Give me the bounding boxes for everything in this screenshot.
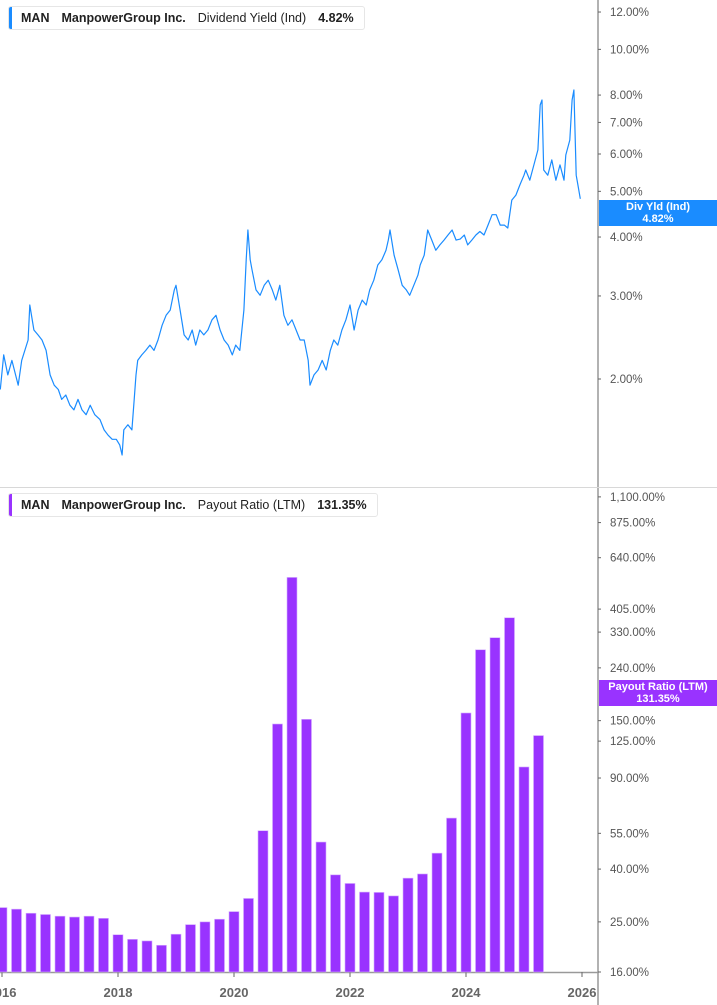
y-tick-label: 6.00% <box>610 149 643 161</box>
x-tick-label: 2024 <box>452 985 482 1000</box>
y-tick-label: 150.00% <box>610 716 655 728</box>
y-tick-label: 8.00% <box>610 90 643 102</box>
payout-ratio-bar <box>417 873 428 973</box>
x-tick-label: 2016 <box>0 985 16 1000</box>
payout-ratio-bar <box>402 877 414 973</box>
payout-ratio-bar <box>54 915 66 973</box>
payout-ratio-bar <box>0 907 8 973</box>
payout-ratio-bar <box>127 939 138 973</box>
payout-ratio-bar <box>518 766 530 973</box>
y-tick-label: 7.00% <box>610 117 643 129</box>
y-tick-label: 90.00% <box>610 773 649 785</box>
y-tick-label: 4.00% <box>610 232 643 244</box>
payout-ratio-bar <box>228 911 240 973</box>
y-tick-label: 10.00% <box>610 44 649 56</box>
payout-ratio-bar <box>257 830 269 973</box>
series-color-swatch <box>9 7 12 29</box>
y-tick-label: 330.00% <box>610 627 655 639</box>
y-tick-label: 640.00% <box>610 553 655 565</box>
y-tick-label: 125.00% <box>610 736 655 748</box>
y-tick-label: 16.00% <box>610 967 649 979</box>
payout-ratio-bar <box>431 852 443 973</box>
payout-ratio-bar <box>330 874 341 973</box>
payout-ratio-bar <box>185 924 196 973</box>
payout-ratio-bar <box>460 712 472 973</box>
payout-ratio-bar <box>98 918 109 973</box>
legend-value: 4.82% <box>318 11 354 25</box>
payout-ratio-bar <box>344 883 356 973</box>
payout-ratio-bar <box>112 934 124 973</box>
y-tick-label: 1,100.00% <box>610 492 665 504</box>
legend-value: 131.35% <box>317 498 367 512</box>
y-tick-label: 5.00% <box>610 186 643 198</box>
payout-ratio-bar <box>475 649 486 973</box>
payout-ratio-bar <box>446 817 457 973</box>
y-tick-label: 875.00% <box>610 518 655 530</box>
payout-ratio-bar <box>11 908 22 973</box>
dividend-yield-legend: MAN ManpowerGroup Inc. Dividend Yield (I… <box>8 6 365 30</box>
payout-ratio-bar <box>199 921 211 973</box>
payout-ratio-bar <box>489 637 501 973</box>
value-label-value: 4.82% <box>642 213 674 225</box>
payout-ratio-bar <box>141 940 153 973</box>
y-tick-label: 405.00% <box>610 604 655 616</box>
y-tick-label: 25.00% <box>610 917 649 929</box>
payout-ratio-bar <box>286 577 298 973</box>
payout-ratio-value-label: Payout Ratio (LTM) 131.35% <box>599 680 717 706</box>
payout-ratio-bar <box>272 723 283 973</box>
y-tick-label: 2.00% <box>610 374 643 386</box>
payout-ratio-bar <box>373 892 385 973</box>
payout-ratio-bar <box>83 915 95 973</box>
payout-ratio-bar <box>301 719 312 973</box>
dividend-yield-line <box>0 89 581 456</box>
y-tick-label: 240.00% <box>610 663 655 675</box>
payout-ratio-bar <box>25 912 37 973</box>
payout-ratio-bar <box>533 735 544 973</box>
value-label-name: Div Yld (Ind) <box>626 201 690 213</box>
legend-ticker: MAN <box>21 11 50 25</box>
legend-metric: Dividend Yield (Ind) <box>197 11 307 25</box>
x-tick-label: 2020 <box>220 985 249 1000</box>
payout-ratio-bar <box>315 841 327 973</box>
payout-ratio-bar <box>504 617 515 973</box>
x-tick-label: 2018 <box>104 985 133 1000</box>
y-tick-label: 40.00% <box>610 864 649 876</box>
payout-ratio-legend: MAN ManpowerGroup Inc. Payout Ratio (LTM… <box>8 493 378 517</box>
series-color-swatch <box>9 494 12 516</box>
payout-ratio-bar <box>388 895 399 973</box>
value-label-name: Payout Ratio (LTM) <box>608 681 708 693</box>
y-tick-label: 55.00% <box>610 828 649 840</box>
payout-ratio-bar <box>170 933 182 973</box>
x-tick-label: 2022 <box>336 985 365 1000</box>
payout-ratio-bar <box>40 914 51 973</box>
value-label-value: 131.35% <box>636 693 680 705</box>
legend-metric: Payout Ratio (LTM) <box>197 498 306 512</box>
legend-company: ManpowerGroup Inc. <box>61 11 186 25</box>
y-tick-label: 3.00% <box>610 291 643 303</box>
payout-ratio-bar <box>69 916 80 973</box>
payout-ratio-bar <box>156 944 167 973</box>
payout-ratio-bar <box>243 898 254 973</box>
legend-ticker: MAN <box>21 498 50 512</box>
payout-ratio-bar <box>359 891 370 973</box>
y-tick-label: 12.00% <box>610 7 649 19</box>
x-tick-label: 2026 <box>568 985 597 1000</box>
dividend-yield-value-label: Div Yld (Ind) 4.82% <box>599 200 717 226</box>
payout-ratio-bar <box>214 918 225 973</box>
legend-company: ManpowerGroup Inc. <box>61 498 186 512</box>
